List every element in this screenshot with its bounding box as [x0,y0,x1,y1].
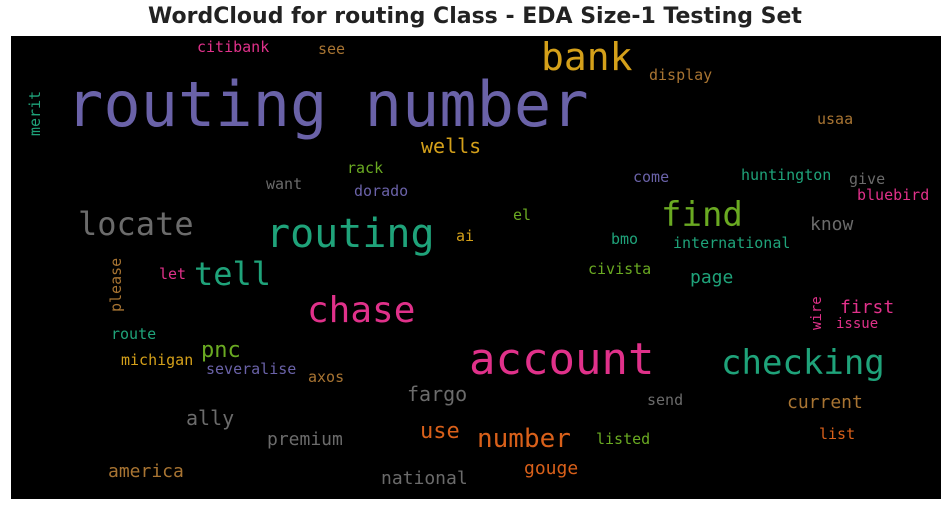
word-checking: checking [721,343,885,383]
word-bluebird: bluebird [857,186,930,204]
word-list: list [819,425,856,443]
word-send: send [647,391,684,409]
word-page: page [690,267,734,288]
word-citibank: citibank [197,38,270,56]
word-ai: ai [456,227,475,245]
word-listed: listed [596,430,651,448]
word-international: international [673,234,791,252]
word-huntington: huntington [741,166,832,184]
word-gouge: gouge [524,458,579,479]
word-wire: wire [809,296,825,330]
word-please: please [107,257,125,312]
word-fargo: fargo [407,382,468,406]
word-premium: premium [267,429,343,450]
word-routing: routing [266,211,435,257]
word-wells: wells [421,134,482,158]
word-current: current [787,392,863,413]
word-ally: ally [186,406,235,430]
word-number: number [477,424,571,454]
word-michigan: michigan [121,351,194,369]
word-let: let [159,265,187,283]
word-merit: merit [26,90,44,136]
word-want: want [266,175,303,193]
word-know: know [810,214,854,235]
word-give: give [849,170,886,188]
word-bank: bank [541,36,633,79]
word-see: see [318,40,346,58]
word-routing-number: routing number [66,68,589,141]
chart-title: WordCloud for routing Class - EDA Size-1… [148,4,802,29]
word-severalise: severalise [206,360,297,378]
word-dorado: dorado [354,182,409,200]
word-rack: rack [347,159,384,177]
word-first: first [840,297,895,318]
word-display: display [649,66,713,84]
word-account: account [469,334,655,385]
wordcloud-canvas: routing number bank account routing chase che… [11,36,941,499]
word-usaa: usaa [817,110,854,128]
word-civista: civista [588,260,652,278]
word-national: national [381,468,468,489]
word-use: use [420,419,460,444]
word-issue: issue [836,316,879,332]
word-route: route [111,325,157,343]
word-axos: axos [308,368,345,386]
word-pnc: pnc [201,338,241,363]
word-america: america [108,461,184,482]
word-bmo: bmo [611,230,639,248]
word-tell: tell [194,255,272,293]
word-find: find [661,195,743,235]
word-come: come [633,168,670,186]
word-el: el [513,206,532,224]
word-locate: locate [78,205,194,243]
word-chase: chase [307,290,416,331]
